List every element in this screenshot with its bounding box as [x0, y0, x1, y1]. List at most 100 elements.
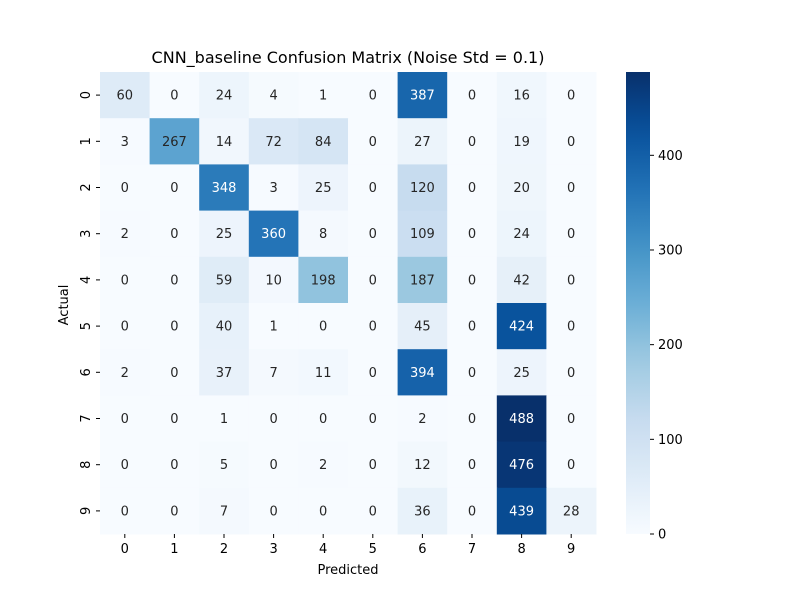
heatmap-cell-r7-c8: [496, 395, 547, 443]
heatmap-cell-r8-c9: [546, 441, 597, 489]
heatmap-cell-r0-c0: [100, 72, 151, 119]
heatmap-cell-r3-c8: [496, 210, 547, 258]
cell-label-r8-c2: 5: [220, 458, 228, 473]
y-tick-label: 0: [79, 91, 94, 99]
cell-label-r9-c5: 0: [369, 504, 377, 519]
cell-label-r6-c0: 2: [121, 366, 129, 381]
heatmap-cell-r6-c3: [248, 349, 299, 396]
colorbar-tick-label: 200: [658, 338, 683, 353]
heatmap-cell-r1-c7: [447, 118, 498, 165]
heatmap-cell-r4-c9: [546, 256, 597, 304]
cell-label-r1-c5: 0: [369, 135, 377, 150]
heatmap-cell-r5-c5: [348, 303, 399, 350]
x-tick-label: 4: [319, 542, 327, 557]
cell-label-r7-c9: 0: [567, 412, 575, 427]
cell-label-r1-c4: 84: [315, 135, 332, 150]
heatmap-cell-r6-c5: [348, 349, 399, 396]
cell-label-r3-c3: 360: [261, 227, 286, 242]
cell-label-r9-c7: 0: [468, 504, 476, 519]
cell-label-r8-c9: 0: [567, 458, 575, 473]
heatmap-cell-r0-c1: [149, 72, 200, 119]
heatmap-cell-r4-c6: [397, 256, 448, 304]
heatmap-cell-r0-c8: [496, 72, 547, 119]
cell-label-r5-c0: 0: [121, 320, 129, 335]
colorbar-tick-label: 0: [658, 528, 666, 543]
cell-label-r0-c8: 16: [513, 89, 530, 104]
cell-label-r2-c5: 0: [369, 181, 377, 196]
y-tick-label: 9: [79, 507, 94, 515]
heatmap-cell-r0-c4: [298, 72, 349, 119]
heatmap-cell-r3-c5: [348, 210, 399, 258]
heatmap-cell-r5-c9: [546, 303, 597, 350]
heatmap-cell-r8-c5: [348, 441, 399, 489]
heatmap-cell-r7-c3: [248, 395, 299, 443]
cell-label-r0-c6: 387: [410, 89, 435, 104]
cell-label-r2-c2: 348: [212, 181, 237, 196]
cell-label-r0-c5: 0: [369, 89, 377, 104]
cell-label-r9-c9: 28: [563, 504, 580, 519]
cell-label-r6-c6: 394: [410, 366, 435, 381]
heatmap-cell-r7-c7: [447, 395, 498, 443]
heatmap-cell-r0-c6: [397, 72, 448, 119]
heatmap-cell-r7-c0: [100, 395, 151, 443]
cell-label-r3-c6: 109: [410, 227, 435, 242]
heatmap-cell-r6-c0: [100, 349, 151, 396]
cell-label-r0-c1: 0: [170, 89, 178, 104]
y-tick-label: 6: [79, 368, 94, 376]
heatmap-cell-r1-c5: [348, 118, 399, 165]
cell-label-r4-c8: 42: [513, 273, 530, 288]
cell-label-r9-c4: 0: [319, 504, 327, 519]
heatmap-cell-r4-c7: [447, 256, 498, 304]
cell-label-r1-c1: 267: [162, 135, 187, 150]
cell-label-r3-c8: 24: [513, 227, 530, 242]
heatmap-cell-r7-c1: [149, 395, 200, 443]
cell-label-r2-c8: 20: [513, 181, 530, 196]
heatmap-cell-r7-c2: [199, 395, 250, 443]
heatmap-cell-r9-c7: [447, 487, 498, 535]
heatmap-cell-r8-c2: [199, 441, 250, 489]
cell-label-r0-c0: 60: [117, 89, 134, 104]
heatmap-cell-r2-c4: [298, 164, 349, 212]
cell-label-r6-c9: 0: [567, 366, 575, 381]
x-axis-ticks: 0 1 2 3 4 5 6 7 8 9: [121, 534, 575, 557]
x-tick-label: 7: [468, 542, 476, 557]
heatmap-cell-r5-c3: [248, 303, 299, 350]
heatmap-cell-r5-c8: [496, 303, 547, 350]
chart-title: CNN_baseline Confusion Matrix (Noise Std…: [152, 48, 545, 68]
cell-label-r1-c3: 72: [265, 135, 282, 150]
colorbar-tick-label: 300: [658, 243, 683, 258]
heatmap-cell-r6-c7: [447, 349, 498, 396]
cell-label-r7-c4: 0: [319, 412, 327, 427]
x-tick-label: 6: [418, 542, 426, 557]
cell-label-r9-c1: 0: [170, 504, 178, 519]
heatmap-cell-r6-c2: [199, 349, 250, 396]
heatmap-cell-r0-c9: [546, 72, 597, 119]
colorbar: [626, 72, 650, 534]
cell-label-r8-c3: 0: [269, 458, 277, 473]
cell-label-r4-c3: 10: [265, 273, 282, 288]
cell-label-r4-c1: 0: [170, 273, 178, 288]
heatmap-cell-r1-c9: [546, 118, 597, 165]
cell-label-r3-c1: 0: [170, 227, 178, 242]
y-tick-label: 1: [79, 137, 94, 145]
x-axis-label: Predicted: [317, 563, 378, 578]
cell-label-r6-c2: 37: [216, 366, 233, 381]
y-tick-label: 4: [79, 276, 94, 284]
x-tick-label: 5: [369, 542, 377, 557]
cell-label-r8-c1: 0: [170, 458, 178, 473]
cell-label-r6-c1: 0: [170, 366, 178, 381]
heatmap-cell-r8-c8: [496, 441, 547, 489]
y-axis-ticks: 0 1 2 3 4 5 6 7 8 9: [79, 91, 100, 515]
cell-label-r7-c8: 488: [509, 412, 534, 427]
heatmap-cell-r8-c6: [397, 441, 448, 489]
heatmap-cell-r2-c2: [199, 164, 250, 212]
cell-label-r0-c2: 24: [216, 89, 233, 104]
cell-label-r4-c4: 198: [311, 273, 336, 288]
heatmap-cell-r1-c2: [199, 118, 250, 165]
cell-label-r8-c8: 476: [509, 458, 534, 473]
heatmap-cell-r6-c8: [496, 349, 547, 396]
cell-label-r2-c4: 25: [315, 181, 332, 196]
colorbar-ticks: 0 100 200 300 400: [650, 149, 683, 543]
